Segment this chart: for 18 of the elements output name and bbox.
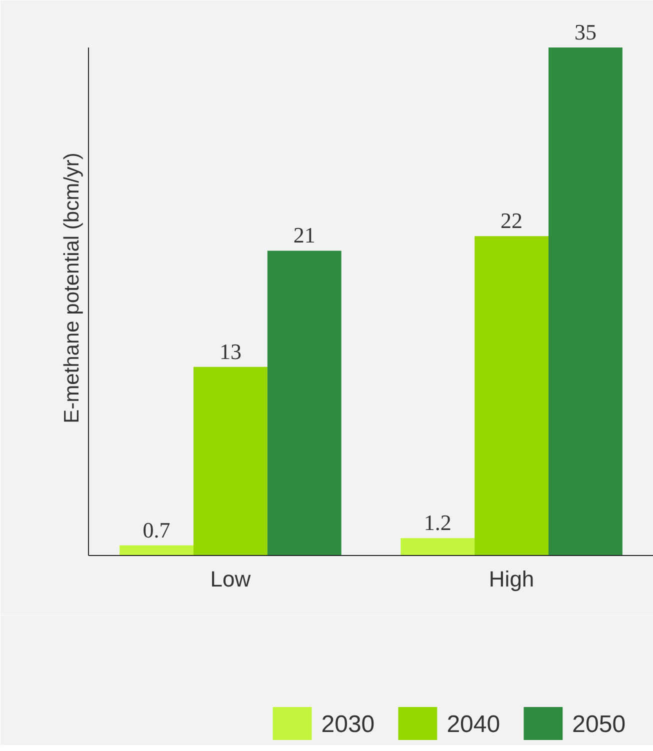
bar	[267, 250, 342, 556]
data-label: 22	[500, 208, 523, 234]
data-label: 35	[574, 20, 596, 44]
bar	[474, 236, 549, 556]
data-label: 13	[219, 338, 242, 364]
bar	[548, 48, 622, 556]
legend-label: 2050	[572, 711, 626, 738]
data-label: 0.7	[142, 517, 170, 542]
x-tick-label: High	[488, 566, 534, 592]
data-label: 1.2	[424, 510, 452, 536]
data-label: 21	[293, 222, 316, 248]
y-axis-title: E-methane potential (bcm/yr)	[60, 152, 84, 424]
legend-label: 2030	[321, 711, 375, 738]
bar	[120, 545, 194, 556]
bar	[193, 366, 268, 556]
x-tick-label: Low	[210, 566, 251, 592]
legend-label: 2040	[446, 711, 500, 738]
bar	[400, 538, 475, 556]
